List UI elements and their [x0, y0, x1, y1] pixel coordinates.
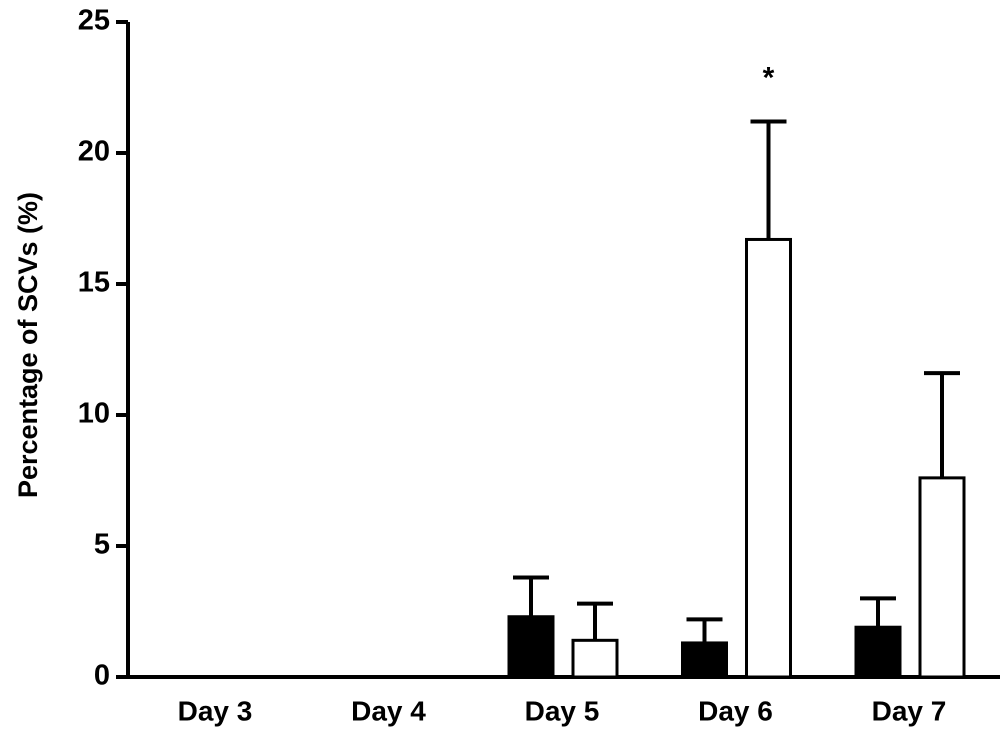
bar	[745, 237, 792, 679]
x-tick-label: Day 6	[698, 695, 773, 726]
x-tick-label: Day 4	[351, 695, 426, 726]
x-tick-label: Day 3	[178, 695, 253, 726]
bar	[507, 615, 555, 679]
bar	[681, 641, 728, 679]
y-tick-label: 20	[78, 136, 110, 168]
x-tick-label: Day 7	[872, 695, 947, 726]
x-tick-label: Day 5	[525, 695, 600, 726]
y-tick-label: 25	[78, 5, 110, 37]
y-tick-label: 5	[94, 529, 110, 561]
bar	[571, 638, 619, 679]
y-axis-label: Percentage of SCVs (%)	[13, 192, 43, 498]
annotation: *	[763, 61, 775, 94]
y-tick-label: 0	[94, 660, 110, 692]
bar	[918, 476, 966, 679]
y-tick-label: 10	[78, 398, 110, 430]
y-tick-label: 15	[78, 267, 110, 299]
bar	[854, 625, 902, 679]
